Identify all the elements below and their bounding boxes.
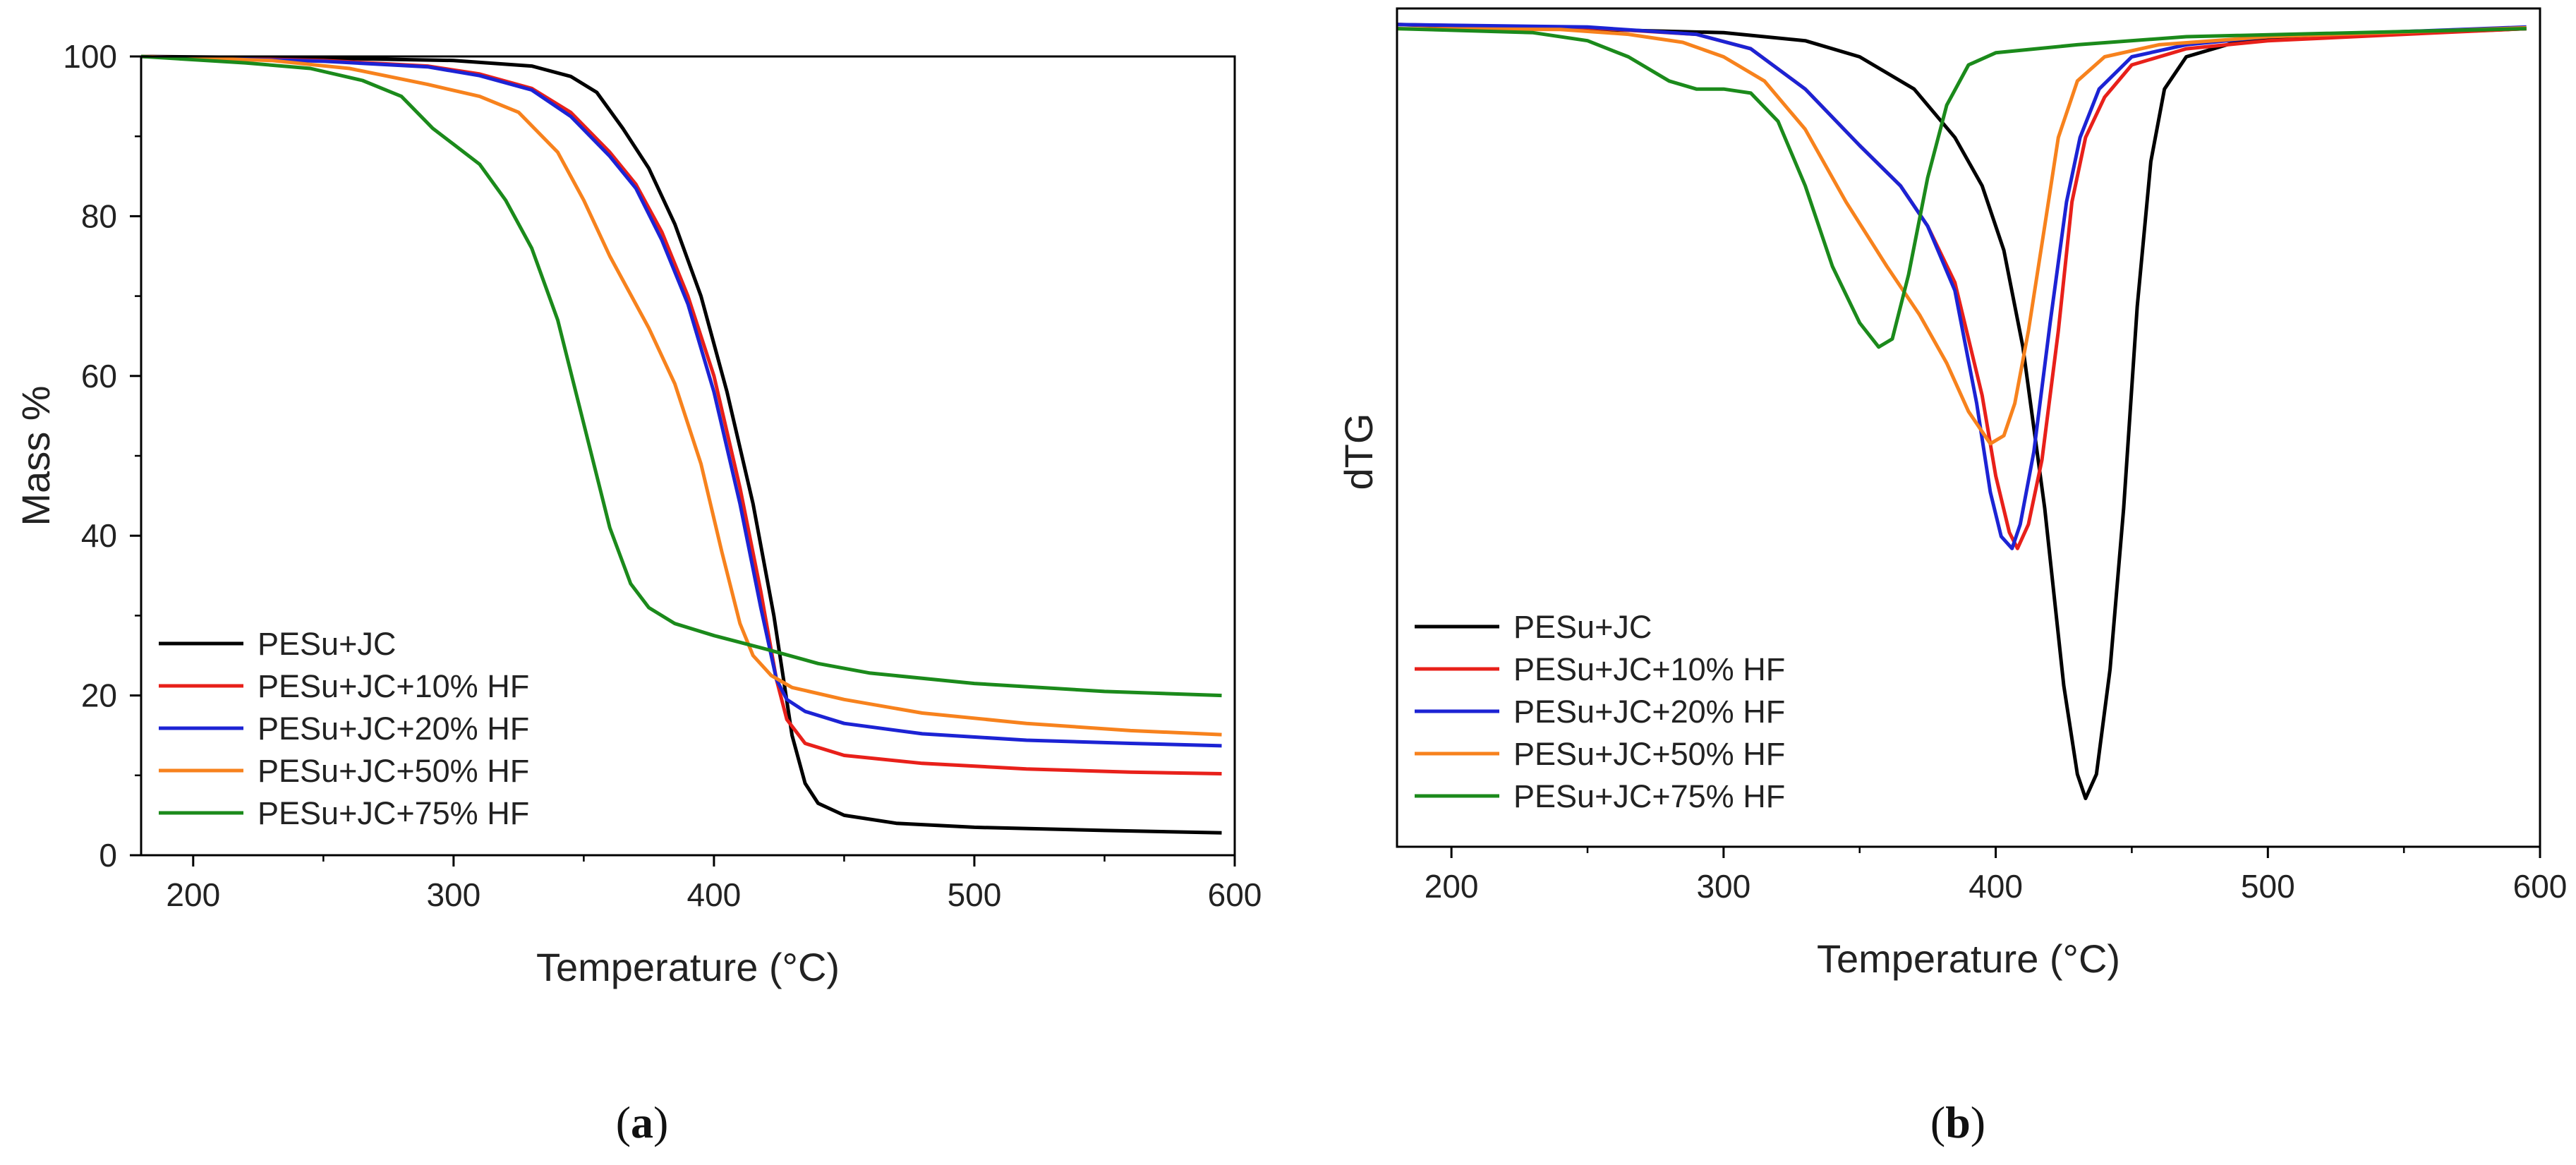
- series-line-panel-b-0: [1396, 23, 2527, 800]
- series-line-panel-a-4: [140, 54, 1222, 698]
- ticks-a: 200 300 400 500 600 0 20 40 60 80 100: [63, 38, 1262, 913]
- legend-label-panel-a-3: PESu+JC+50% HF: [258, 753, 529, 789]
- plot-frame-b: [1396, 7, 2541, 848]
- x-tick-label-panel-b-1: 300: [1696, 868, 1750, 905]
- panel-label-a: (a): [616, 1097, 669, 1147]
- legend-label-panel-b-2: PESu+JC+20% HF: [1513, 694, 1785, 730]
- y-tick-label-panel-a-1: 20: [81, 677, 117, 714]
- y-tick-label-panel-a-5: 100: [63, 38, 117, 75]
- series-line-panel-a-3: [140, 54, 1222, 737]
- series-line-panel-b-4: [1396, 27, 2527, 349]
- x-tick-label-panel-a-4: 600: [1208, 876, 1262, 913]
- series-line-panel-b-3: [1396, 25, 2527, 446]
- x-tick-label-panel-a-0: 200: [166, 876, 220, 913]
- legend-label-panel-a-2: PESu+JC+20% HF: [258, 711, 529, 747]
- legend-label-panel-b-3: PESu+JC+50% HF: [1513, 736, 1785, 772]
- chart-panel-a: 200 300 400 500 600 0 20 40 60 80 100 Temperature …: [13, 38, 1262, 1147]
- legend-a: PESu+JC PESu+JC+10% HF PESu+JC+20% HF PESu+…: [159, 626, 529, 831]
- y-axis-title-a: Mass %: [13, 385, 58, 526]
- x-tick-label-panel-b-3: 500: [2241, 868, 2295, 905]
- x-tick-label-panel-a-2: 400: [687, 876, 742, 913]
- x-axis-title-b: Temperature (°C): [1817, 936, 2120, 981]
- y-tick-label-panel-a-3: 60: [81, 358, 117, 394]
- y-axis-title-b: dTG: [1336, 414, 1381, 490]
- series-line-panel-a-2: [140, 54, 1222, 748]
- legend-label-panel-a-4: PESu+JC+75% HF: [258, 795, 529, 831]
- legend-label-panel-a-0: PESu+JC: [258, 626, 396, 662]
- x-tick-label-panel-b-2: 400: [1969, 868, 2023, 905]
- panel-label-a-letter: a: [631, 1097, 653, 1147]
- x-tick-label-panel-a-1: 300: [426, 876, 480, 913]
- legend-label-panel-b-4: PESu+JC+75% HF: [1513, 778, 1785, 814]
- series-layer-b: [1396, 23, 2527, 800]
- series-line-panel-b-2: [1396, 23, 2527, 550]
- x-tick-label-panel-b-0: 200: [1425, 868, 1479, 905]
- y-tick-label-panel-a-4: 80: [81, 198, 117, 234]
- panel-label-b: (b): [1930, 1097, 1985, 1147]
- x-axis-title-a: Temperature (°C): [536, 945, 840, 989]
- panel-label-b-letter: b: [1945, 1097, 1971, 1147]
- chart-panel-b: 200 300 400 500 600 Temperature (°C) dTG PES…: [1336, 7, 2568, 1147]
- x-tick-label-panel-a-3: 500: [948, 876, 1002, 913]
- legend-label-panel-a-1: PESu+JC+10% HF: [258, 668, 529, 704]
- y-tick-label-panel-a-0: 0: [99, 837, 117, 874]
- ticks-b: 200 300 400 500 600: [1425, 847, 2568, 905]
- series-layer-a: [140, 54, 1222, 835]
- legend-label-panel-b-0: PESu+JC: [1513, 609, 1652, 645]
- series-line-panel-a-0: [140, 54, 1222, 835]
- y-tick-label-panel-a-2: 40: [81, 517, 117, 554]
- legend-b: PESu+JC PESu+JC+10% HF PESu+JC+20% HF PESu+…: [1415, 609, 1785, 814]
- x-tick-label-panel-b-4: 600: [2513, 868, 2568, 905]
- legend-label-panel-b-1: PESu+JC+10% HF: [1513, 651, 1785, 687]
